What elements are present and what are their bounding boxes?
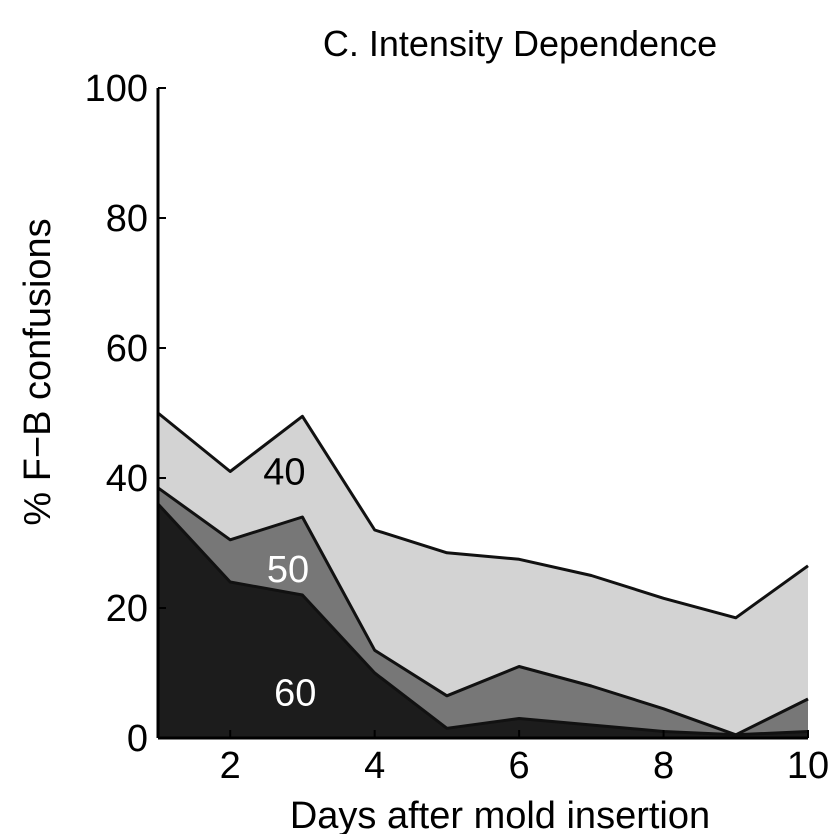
x-tick-label: 8 <box>653 745 674 787</box>
series-label-60: 60 <box>274 673 316 715</box>
chart-title: C. Intensity Dependence <box>323 23 717 64</box>
series-outlines <box>156 411 809 737</box>
y-tick-label: 100 <box>85 68 148 110</box>
area-layers <box>158 413 808 738</box>
y-tick-label: 20 <box>106 588 148 630</box>
y-tick-label: 40 <box>106 458 148 500</box>
area-series-60 <box>158 504 808 738</box>
series-labels: 60 50 40 <box>263 452 316 715</box>
y-axis-label: % F−B confusions <box>17 218 59 525</box>
x-tick-label: 10 <box>787 745 829 787</box>
x-axis-label: Days after mold insertion <box>290 795 710 834</box>
area-series-40 <box>158 413 808 735</box>
series-label-40: 40 <box>263 452 305 494</box>
series-label-50: 50 <box>267 549 309 591</box>
outline-series-50 <box>157 486 809 737</box>
y-tick-label: 0 <box>127 718 148 760</box>
x-tick-label: 6 <box>509 745 530 787</box>
y-axis-ticks: 0 20 40 60 80 100 <box>85 68 166 760</box>
x-tick-label: 2 <box>220 745 241 787</box>
outline-series-40 <box>157 411 809 620</box>
x-tick-label: 4 <box>364 745 385 787</box>
outline-series-60 <box>156 502 809 737</box>
y-tick-label: 60 <box>106 328 148 370</box>
y-tick-label: 80 <box>106 198 148 240</box>
x-axis-ticks: 2 4 6 8 10 <box>220 730 829 787</box>
axes <box>156 88 808 740</box>
area-series-50 <box>158 487 808 735</box>
